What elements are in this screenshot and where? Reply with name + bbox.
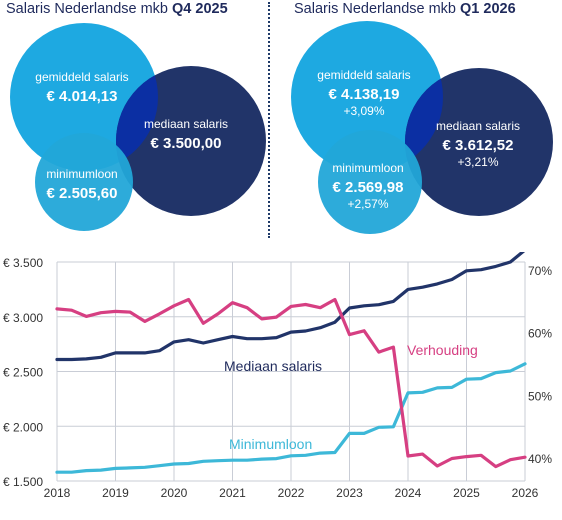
median-salary-label: mediaan salaris [144,117,228,131]
median-salary-value: € 3.612,52 [443,137,514,154]
venn-panel-q4-2025: Salaris Nederlandse mkb Q4 2025 gemiddel… [0,0,270,240]
panel-title: Salaris Nederlandse mkb Q1 2026 [294,1,516,17]
minimum-wage-circle [318,130,422,234]
x-tick-label: 2018 [44,486,71,500]
x-tick-label: 2026 [512,486,539,500]
y-right-tick-label: 50% [528,389,552,403]
overlap-region [116,66,158,171]
series-line-ratio [55,297,527,469]
venn-panel-q1-2026: Salaris Nederlandse mkb Q1 2026 gemiddel… [272,0,562,240]
x-tick-label: 2022 [278,486,305,500]
average-salary-label: gemiddeld salaris [35,70,128,84]
median-salary-value: € 3.500,00 [151,135,222,152]
series-line-minimum [55,362,527,474]
y-right-tick-label: 70% [528,264,552,278]
x-tick-label: 2024 [395,486,422,500]
x-tick-label: 2019 [102,486,129,500]
series-label-ratio: Verhouding [407,342,478,358]
average-salary-circle [291,21,443,173]
panel-title: Salaris Nederlandse mkb Q4 2025 [6,1,228,17]
y-right-tick-label: 40% [528,452,552,466]
x-tick-label: 2025 [453,486,480,500]
venn-diagram: gemiddeld salaris € 4.014,13 mediaan sal… [10,23,266,231]
series-label-median: Mediaan salaris [224,358,322,374]
median-salary-change: +3,21% [457,155,498,169]
minimum-wage-value: € 2.505,60 [47,185,118,202]
series-label-minimum: Minimumloon [229,436,312,452]
venn-diagram: gemiddeld salaris € 4.138,19 +3,09% medi… [291,21,553,234]
minimum-wage-change: +2,57% [347,197,388,211]
median-salary-label: mediaan salaris [436,119,520,133]
minimum-wage-label: minimumloon [46,167,117,181]
y-left-tick-label: € 2.000 [3,420,43,434]
average-salary-change: +3,09% [343,104,384,118]
minimum-wage-label: minimumloon [332,161,403,175]
series-lines [55,252,527,474]
salary-trend-chart: € 1.500 € 2.000 € 2.500 € 3.000 € 3.500 40% 50… [3,252,552,500]
average-salary-value: € 4.014,13 [47,88,118,105]
axis-ticks: € 1.500 € 2.000 € 2.500 € 3.000 € 3.500 40% 50… [3,256,552,500]
panel-divider [268,2,270,238]
y-left-tick-label: € 3.500 [3,256,43,270]
average-salary-label: gemiddeld salaris [317,68,410,82]
minimum-wage-value: € 2.569,98 [333,179,404,196]
x-tick-label: 2020 [161,486,188,500]
minimum-wage-circle [35,133,133,231]
y-left-tick-label: € 2.500 [3,366,43,380]
x-tick-label: 2023 [336,486,363,500]
y-right-tick-label: 60% [528,327,552,341]
y-left-tick-label: € 1.500 [3,475,43,489]
grid-lines [56,261,526,482]
x-tick-label: 2021 [219,486,246,500]
y-left-tick-label: € 3.000 [3,311,43,325]
series-line-median [55,252,526,362]
average-salary-value: € 4.138,19 [329,86,400,103]
